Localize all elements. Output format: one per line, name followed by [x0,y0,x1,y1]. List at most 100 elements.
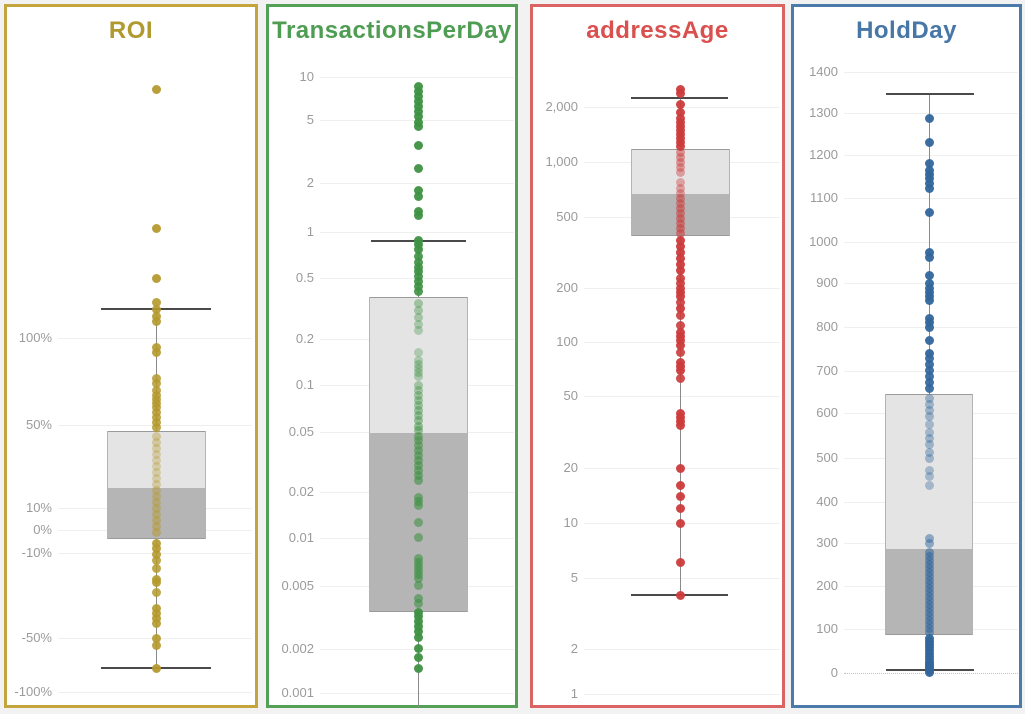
data-point[interactable] [151,608,161,618]
data-point[interactable] [151,385,161,395]
data-point[interactable] [924,377,934,387]
data-point[interactable] [924,173,934,183]
data-point[interactable] [413,517,423,527]
data-point[interactable] [413,96,423,106]
data-point[interactable] [924,480,934,490]
data-point[interactable] [675,253,685,263]
data-point[interactable] [413,405,423,415]
data-point[interactable] [413,532,423,542]
data-point[interactable] [924,627,934,637]
data-point[interactable] [413,257,423,267]
data-point[interactable] [413,400,423,410]
data-point[interactable] [413,573,423,583]
data-point[interactable] [151,577,161,587]
data-point[interactable] [413,367,423,377]
data-point[interactable] [924,322,934,332]
data-point[interactable] [924,348,934,358]
data-point[interactable] [151,449,161,459]
data-point[interactable] [924,439,934,449]
data-point[interactable] [924,419,934,429]
data-point[interactable] [413,251,423,261]
data-point[interactable] [413,445,423,455]
data-point[interactable] [151,407,161,417]
data-point[interactable] [675,141,685,151]
box-upper-quartile[interactable] [108,431,205,490]
data-point[interactable] [151,431,161,441]
data-point[interactable] [675,480,685,490]
data-point[interactable] [413,616,423,626]
data-point[interactable] [924,433,934,443]
data-point[interactable] [413,239,423,249]
data-point[interactable] [924,178,934,188]
data-point[interactable] [151,402,161,412]
data-point[interactable] [675,365,685,375]
data-point[interactable] [675,278,685,288]
data-point[interactable] [413,81,423,91]
data-point[interactable] [924,465,934,475]
data-point[interactable] [151,316,161,326]
data-point[interactable] [413,632,423,642]
data-point[interactable] [151,297,161,307]
data-point[interactable] [413,475,423,485]
data-point[interactable] [413,140,423,150]
data-point[interactable] [675,147,685,157]
data-point[interactable] [675,373,685,383]
data-point[interactable] [675,259,685,269]
data-point[interactable] [413,298,423,308]
data-point[interactable] [413,91,423,101]
data-point[interactable] [151,461,161,471]
data-point[interactable] [413,611,423,621]
data-point[interactable] [151,373,161,383]
data-point[interactable] [924,405,934,415]
data-point[interactable] [924,533,934,543]
data-point[interactable] [413,325,423,335]
data-point[interactable] [675,88,685,98]
data-point[interactable] [413,312,423,322]
data-point[interactable] [924,183,934,193]
data-point[interactable] [924,278,934,288]
data-point[interactable] [413,500,423,510]
data-point[interactable] [413,425,423,435]
data-point[interactable] [675,188,685,198]
data-point[interactable] [675,491,685,501]
data-point[interactable] [924,137,934,147]
data-point[interactable] [151,84,161,94]
data-point[interactable] [924,471,934,481]
data-point[interactable] [924,295,934,305]
data-point[interactable] [675,162,685,172]
data-point[interactable] [151,603,161,613]
data-point[interactable] [151,485,161,495]
data-point[interactable] [675,208,685,218]
data-point[interactable] [675,557,685,567]
data-point[interactable] [413,355,423,365]
data-point[interactable] [675,291,685,301]
data-point[interactable] [413,271,423,281]
data-point[interactable] [151,311,161,321]
data-point[interactable] [413,415,423,425]
data-point[interactable] [151,412,161,422]
data-point[interactable] [413,305,423,315]
data-point[interactable] [151,640,161,650]
box-upper-quartile[interactable] [886,394,972,551]
data-point[interactable] [151,663,161,673]
data-point[interactable] [675,247,685,257]
data-point[interactable] [151,549,161,559]
data-point[interactable] [675,590,685,600]
data-point[interactable] [675,107,685,117]
data-point[interactable] [675,183,685,193]
data-point[interactable] [413,244,423,254]
data-point[interactable] [413,319,423,329]
data-point[interactable] [675,241,685,251]
data-point[interactable] [924,538,934,548]
data-point[interactable] [675,265,685,275]
data-point[interactable] [413,395,423,405]
data-point[interactable] [924,453,934,463]
data-point[interactable] [675,167,685,177]
data-point[interactable] [675,273,685,283]
data-point[interactable] [413,86,423,96]
data-point[interactable] [924,667,934,677]
data-point[interactable] [675,99,685,109]
data-point[interactable] [675,235,685,245]
data-point[interactable] [924,411,934,421]
box-iqr[interactable] [107,431,206,539]
